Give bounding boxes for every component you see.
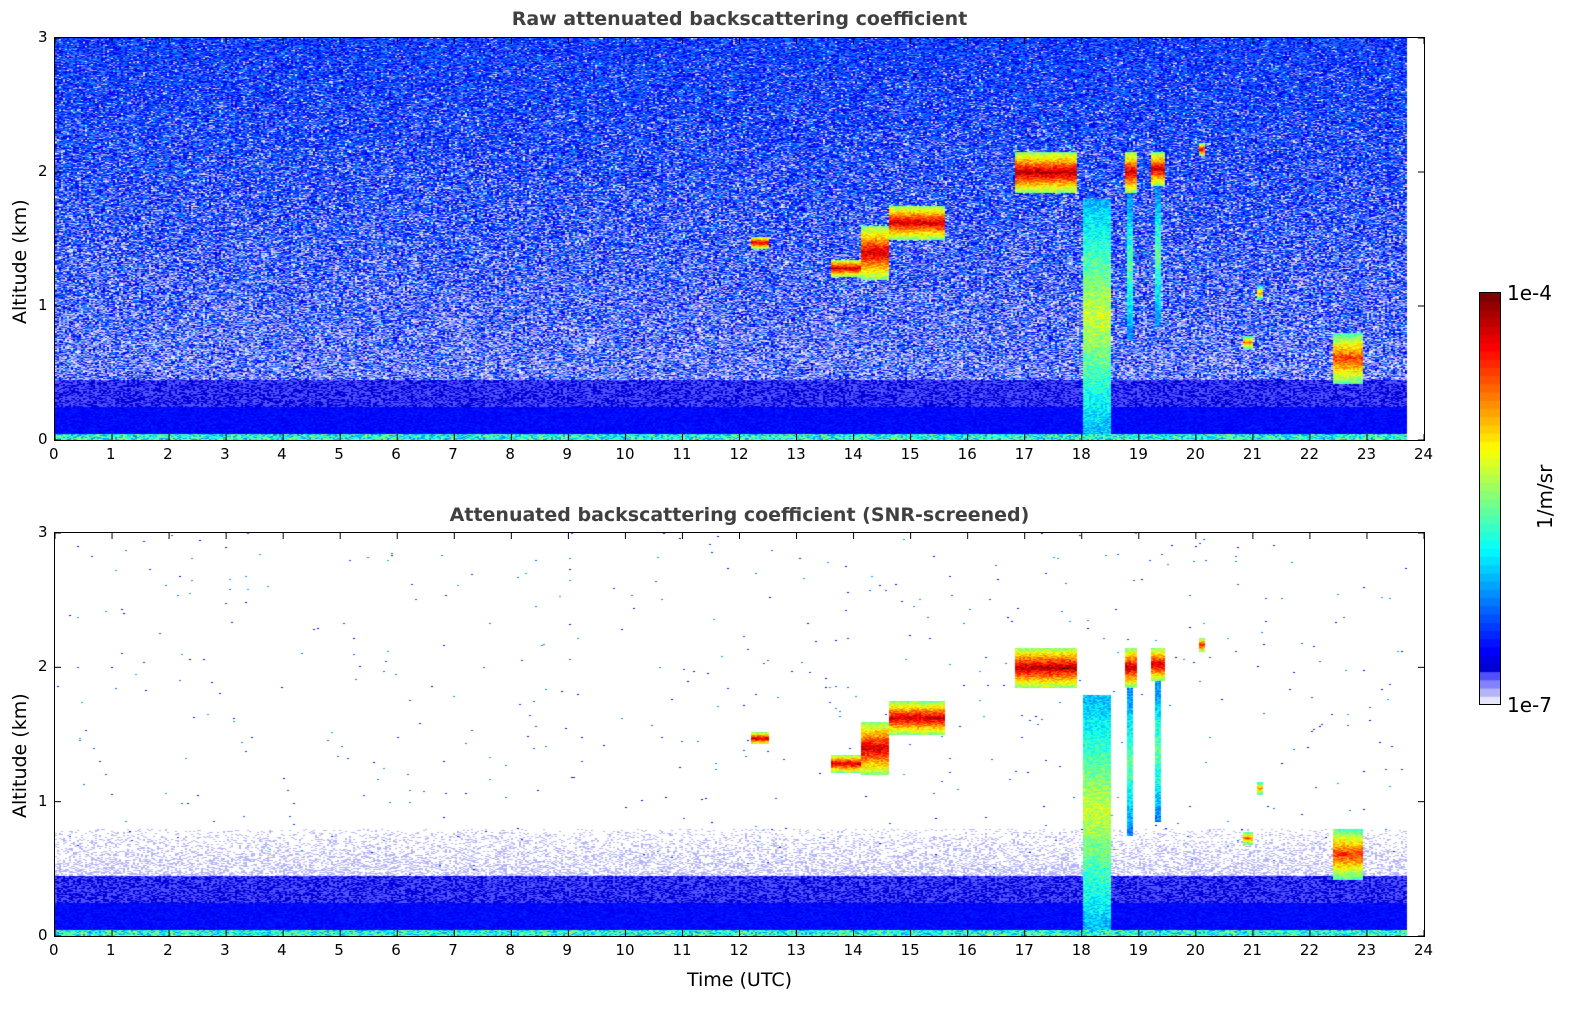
x-tick-label: 4 <box>277 445 287 463</box>
x-tick-label: 9 <box>562 941 572 959</box>
axis-ticks <box>54 532 1425 937</box>
heatmap-pixels <box>55 38 1424 440</box>
x-tick-label: 17 <box>1014 941 1034 959</box>
top-plot-title: Raw attenuated backscattering coefficien… <box>511 8 968 30</box>
x-tick-label: 2 <box>163 941 173 959</box>
x-tick-label: 5 <box>334 445 344 463</box>
colorbar-gradient <box>1480 293 1500 704</box>
x-tick-label: 13 <box>786 445 806 463</box>
x-tick-label: 0 <box>49 941 59 959</box>
x-tick-label: 24 <box>1414 445 1434 463</box>
colorbar-min-label: 1e-7 <box>1507 693 1552 717</box>
x-tick-label: 13 <box>786 941 806 959</box>
colorbar <box>1479 292 1501 705</box>
x-tick-label: 0 <box>49 445 59 463</box>
x-tick-label: 15 <box>900 445 920 463</box>
x-tick-label: 21 <box>1242 941 1262 959</box>
colorbar-unit-label: 1/m/sr <box>1533 464 1557 529</box>
x-tick-label: 7 <box>448 941 458 959</box>
y-tick-label: 2 <box>38 657 48 676</box>
y-tick-label: 3 <box>38 28 48 46</box>
x-tick-label: 14 <box>843 941 863 959</box>
x-tick-label: 8 <box>505 445 515 463</box>
x-tick-label: 6 <box>391 941 401 959</box>
x-tick-label: 12 <box>729 445 749 463</box>
x-tick-label: 20 <box>1185 941 1205 959</box>
bottom-plot-title: Attenuated backscattering coefficient (S… <box>449 504 1030 526</box>
x-tick-label: 21 <box>1242 445 1262 463</box>
x-axis-label: Time (UTC) <box>686 969 793 991</box>
x-tick-label: 24 <box>1414 941 1434 959</box>
y-tick-label: 2 <box>38 162 48 180</box>
x-tick-label: 1 <box>106 941 116 959</box>
x-tick-label: 11 <box>672 941 692 959</box>
x-tick-label: 23 <box>1356 445 1377 463</box>
x-tick-label: 8 <box>505 941 515 959</box>
x-tick-label: 22 <box>1299 445 1319 463</box>
x-tick-label: 14 <box>843 445 863 463</box>
x-tick-label: 2 <box>163 445 173 463</box>
y-tick-label: 0 <box>38 926 48 944</box>
x-tick-label: 4 <box>277 941 287 959</box>
x-tick-label: 9 <box>562 445 572 463</box>
y-tick-label: 3 <box>38 523 48 541</box>
x-tick-label: 12 <box>729 941 749 959</box>
axis-ticks <box>54 37 1425 441</box>
x-tick-label: 10 <box>615 941 635 959</box>
x-tick-label: 18 <box>1071 445 1091 463</box>
top-y-axis-label: Altitude (km) <box>9 199 31 324</box>
x-tick-label: 7 <box>448 445 458 463</box>
x-tick-label: 10 <box>615 445 635 463</box>
y-tick-label: 0 <box>38 430 48 448</box>
x-tick-label: 20 <box>1185 445 1205 463</box>
x-tick-label: 1 <box>106 445 116 463</box>
x-tick-label: 19 <box>1128 445 1148 463</box>
raw-backscatter-heatmap <box>54 37 1425 441</box>
x-tick-label: 17 <box>1014 445 1034 463</box>
x-tick-label: 15 <box>900 941 920 959</box>
x-tick-label: 23 <box>1356 941 1377 959</box>
x-tick-label: 16 <box>957 445 977 463</box>
x-tick-label: 11 <box>672 445 692 463</box>
heatmap-pixels <box>55 533 1424 936</box>
colorbar-max-label: 1e-4 <box>1507 281 1552 305</box>
x-tick-label: 19 <box>1128 941 1148 959</box>
x-tick-label: 3 <box>220 445 230 463</box>
x-tick-label: 22 <box>1299 941 1319 959</box>
x-tick-label: 6 <box>391 445 401 463</box>
screened-backscatter-heatmap <box>54 532 1425 937</box>
y-tick-label: 1 <box>38 791 48 810</box>
x-tick-label: 3 <box>220 941 230 959</box>
x-tick-label: 5 <box>334 941 344 959</box>
x-tick-label: 18 <box>1071 941 1091 959</box>
y-tick-label: 1 <box>38 296 48 314</box>
x-tick-label: 16 <box>957 941 977 959</box>
bottom-y-axis-label: Altitude (km) <box>9 693 31 818</box>
